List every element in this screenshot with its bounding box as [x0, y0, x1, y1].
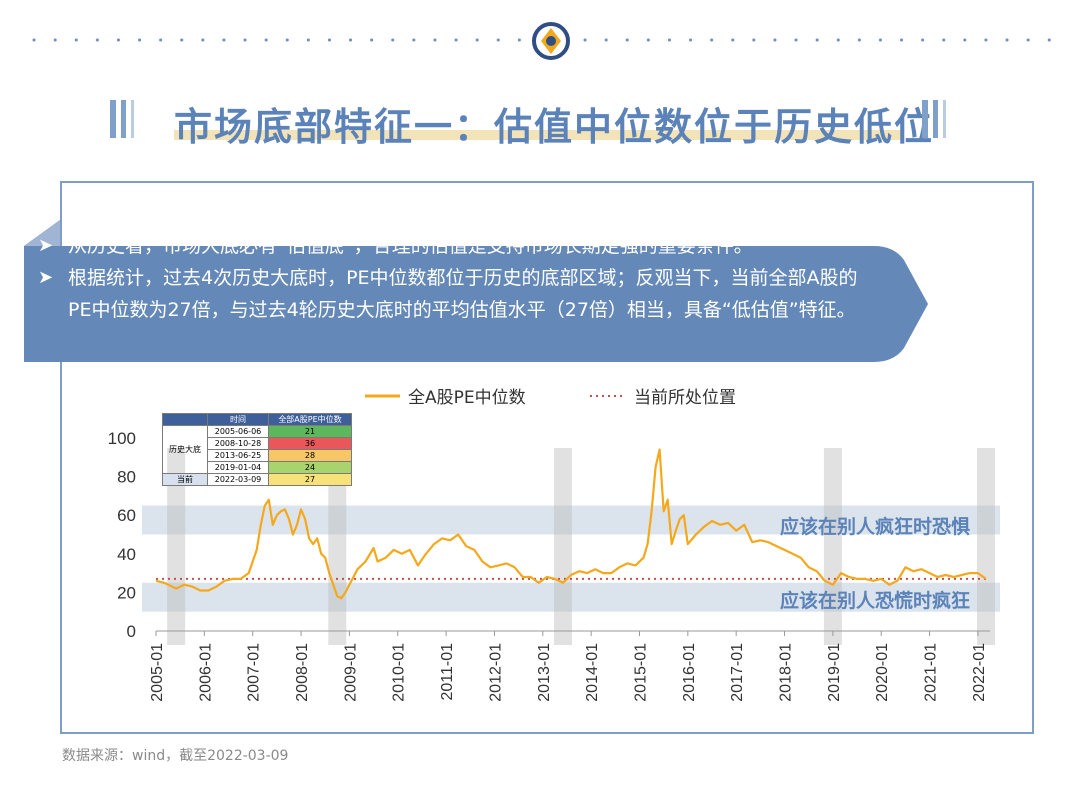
table-group-label: 历史大底 — [162, 425, 208, 474]
bottom-highlight-column — [977, 448, 995, 645]
page-title: 市场底部特征一：估值中位数位于历史低位 — [174, 105, 935, 149]
x-tick-label: 2007-01 — [246, 643, 263, 702]
title-bar-decoration — [131, 100, 134, 138]
table-cell-value: 28 — [268, 449, 352, 462]
title-bar-decoration — [121, 100, 126, 138]
x-tick-label: 2009-01 — [342, 643, 359, 702]
y-tick-label: 80 — [117, 468, 136, 487]
upper-band-label: 应该在别人疯狂时恐惧 — [780, 516, 971, 538]
table-cell-value: 24 — [268, 461, 352, 474]
table-cell-date: 2022-03-09 — [207, 473, 269, 486]
callout-item-text: 根据统计，过去4次历史大底时，PE中位数都位于历史的底部区域；反观当下，当前全部… — [68, 267, 858, 321]
x-tick-label: 2021-01 — [923, 643, 940, 702]
table-cell-value: 36 — [268, 437, 352, 450]
y-tick-label: 0 — [127, 622, 136, 641]
table-cell-date: 2005-06-06 — [207, 425, 269, 438]
title-bar-decoration — [922, 100, 928, 138]
y-tick-label: 60 — [117, 506, 136, 525]
legend-label: 当前所处位置 — [634, 388, 736, 408]
content-frame — [60, 181, 1034, 734]
pe-median-chart: 0 20 40 60 80 100 2005-01 2006-01 2007-01 2008-01… — [108, 388, 1000, 702]
title-bar-decoration — [933, 100, 938, 138]
x-tick-label: 2017-01 — [729, 643, 746, 702]
callout-banner — [24, 220, 928, 362]
x-tick-label: 2022-01 — [971, 643, 988, 702]
callout-text: ➤ 从历史看，市场大底必有“估值底”，合理的估值是支持市场长期走强的重要条件。 … — [38, 230, 898, 326]
table-cell-date: 2019-01-04 — [207, 461, 269, 474]
callout-item: ➤ 从历史看，市场大底必有“估值底”，合理的估值是支持市场长期走强的重要条件。 — [38, 230, 898, 262]
arrow-bullet-icon: ➤ — [38, 267, 54, 288]
valuation-band — [142, 582, 1000, 612]
brand-logo-icon — [532, 22, 570, 60]
bottom-highlight-column — [823, 448, 842, 645]
y-tick-label: 100 — [108, 429, 136, 448]
table-header: 全部A股PE中位数 — [268, 413, 352, 426]
x-tick-label: 2008-01 — [294, 643, 311, 702]
table-header: 时间 — [207, 413, 269, 426]
x-tick-label: 2012-01 — [487, 643, 504, 702]
lower-band-label: 应该在别人恐慌时疯狂 — [780, 590, 971, 612]
x-tick-label: 2010-01 — [391, 643, 408, 702]
x-tick-label: 2016-01 — [681, 643, 698, 702]
x-tick-label: 2013-01 — [536, 643, 553, 702]
x-tick-label: 2014-01 — [584, 643, 601, 702]
table-header — [162, 413, 208, 426]
title-highlight — [174, 130, 904, 140]
title-block: 市场底部特征一：估值中位数位于历史低位 — [110, 96, 970, 149]
table-cell-value: 27 — [268, 473, 352, 486]
historical-bottom-table: 时间 全部A股PE中位数 历史大底 2005-06-06 21 2008-10-… — [162, 413, 352, 486]
x-tick-label: 2006-01 — [197, 643, 214, 702]
table-cell-date: 2013-06-25 — [207, 449, 269, 462]
table-current-label: 当前 — [162, 473, 208, 486]
callout-item: ➤ 根据统计，过去4次历史大底时，PE中位数都位于历史的底部区域；反观当下，当前… — [38, 262, 868, 326]
title-bar-decoration — [110, 100, 116, 138]
table-cell-value: 21 — [268, 425, 352, 438]
arrow-bullet-icon: ➤ — [38, 235, 54, 256]
x-tick-label: 2011-01 — [439, 643, 456, 701]
y-tick-label: 40 — [117, 545, 136, 564]
x-tick-label: 2005-01 — [149, 643, 166, 702]
bottom-highlight-column — [553, 448, 572, 645]
callout-item-text: 从历史看，市场大底必有“估值底”，合理的估值是支持市场长期走强的重要条件。 — [68, 235, 753, 257]
pe-median-line — [155, 448, 987, 600]
legend-label: 全A股PE中位数 — [408, 388, 526, 408]
data-source-note: 数据来源：wind，截至2022-03-09 — [62, 748, 289, 764]
x-tick-label: 2018-01 — [778, 643, 795, 702]
table-cell-date: 2008-10-28 — [207, 437, 269, 450]
y-tick-label: 20 — [117, 583, 136, 602]
bottom-highlight-column — [167, 448, 186, 645]
x-tick-label: 2015-01 — [632, 643, 649, 702]
x-tick-label: 2020-01 — [874, 643, 891, 702]
title-bar-decoration — [943, 100, 946, 138]
x-tick-label: 2019-01 — [826, 643, 843, 702]
